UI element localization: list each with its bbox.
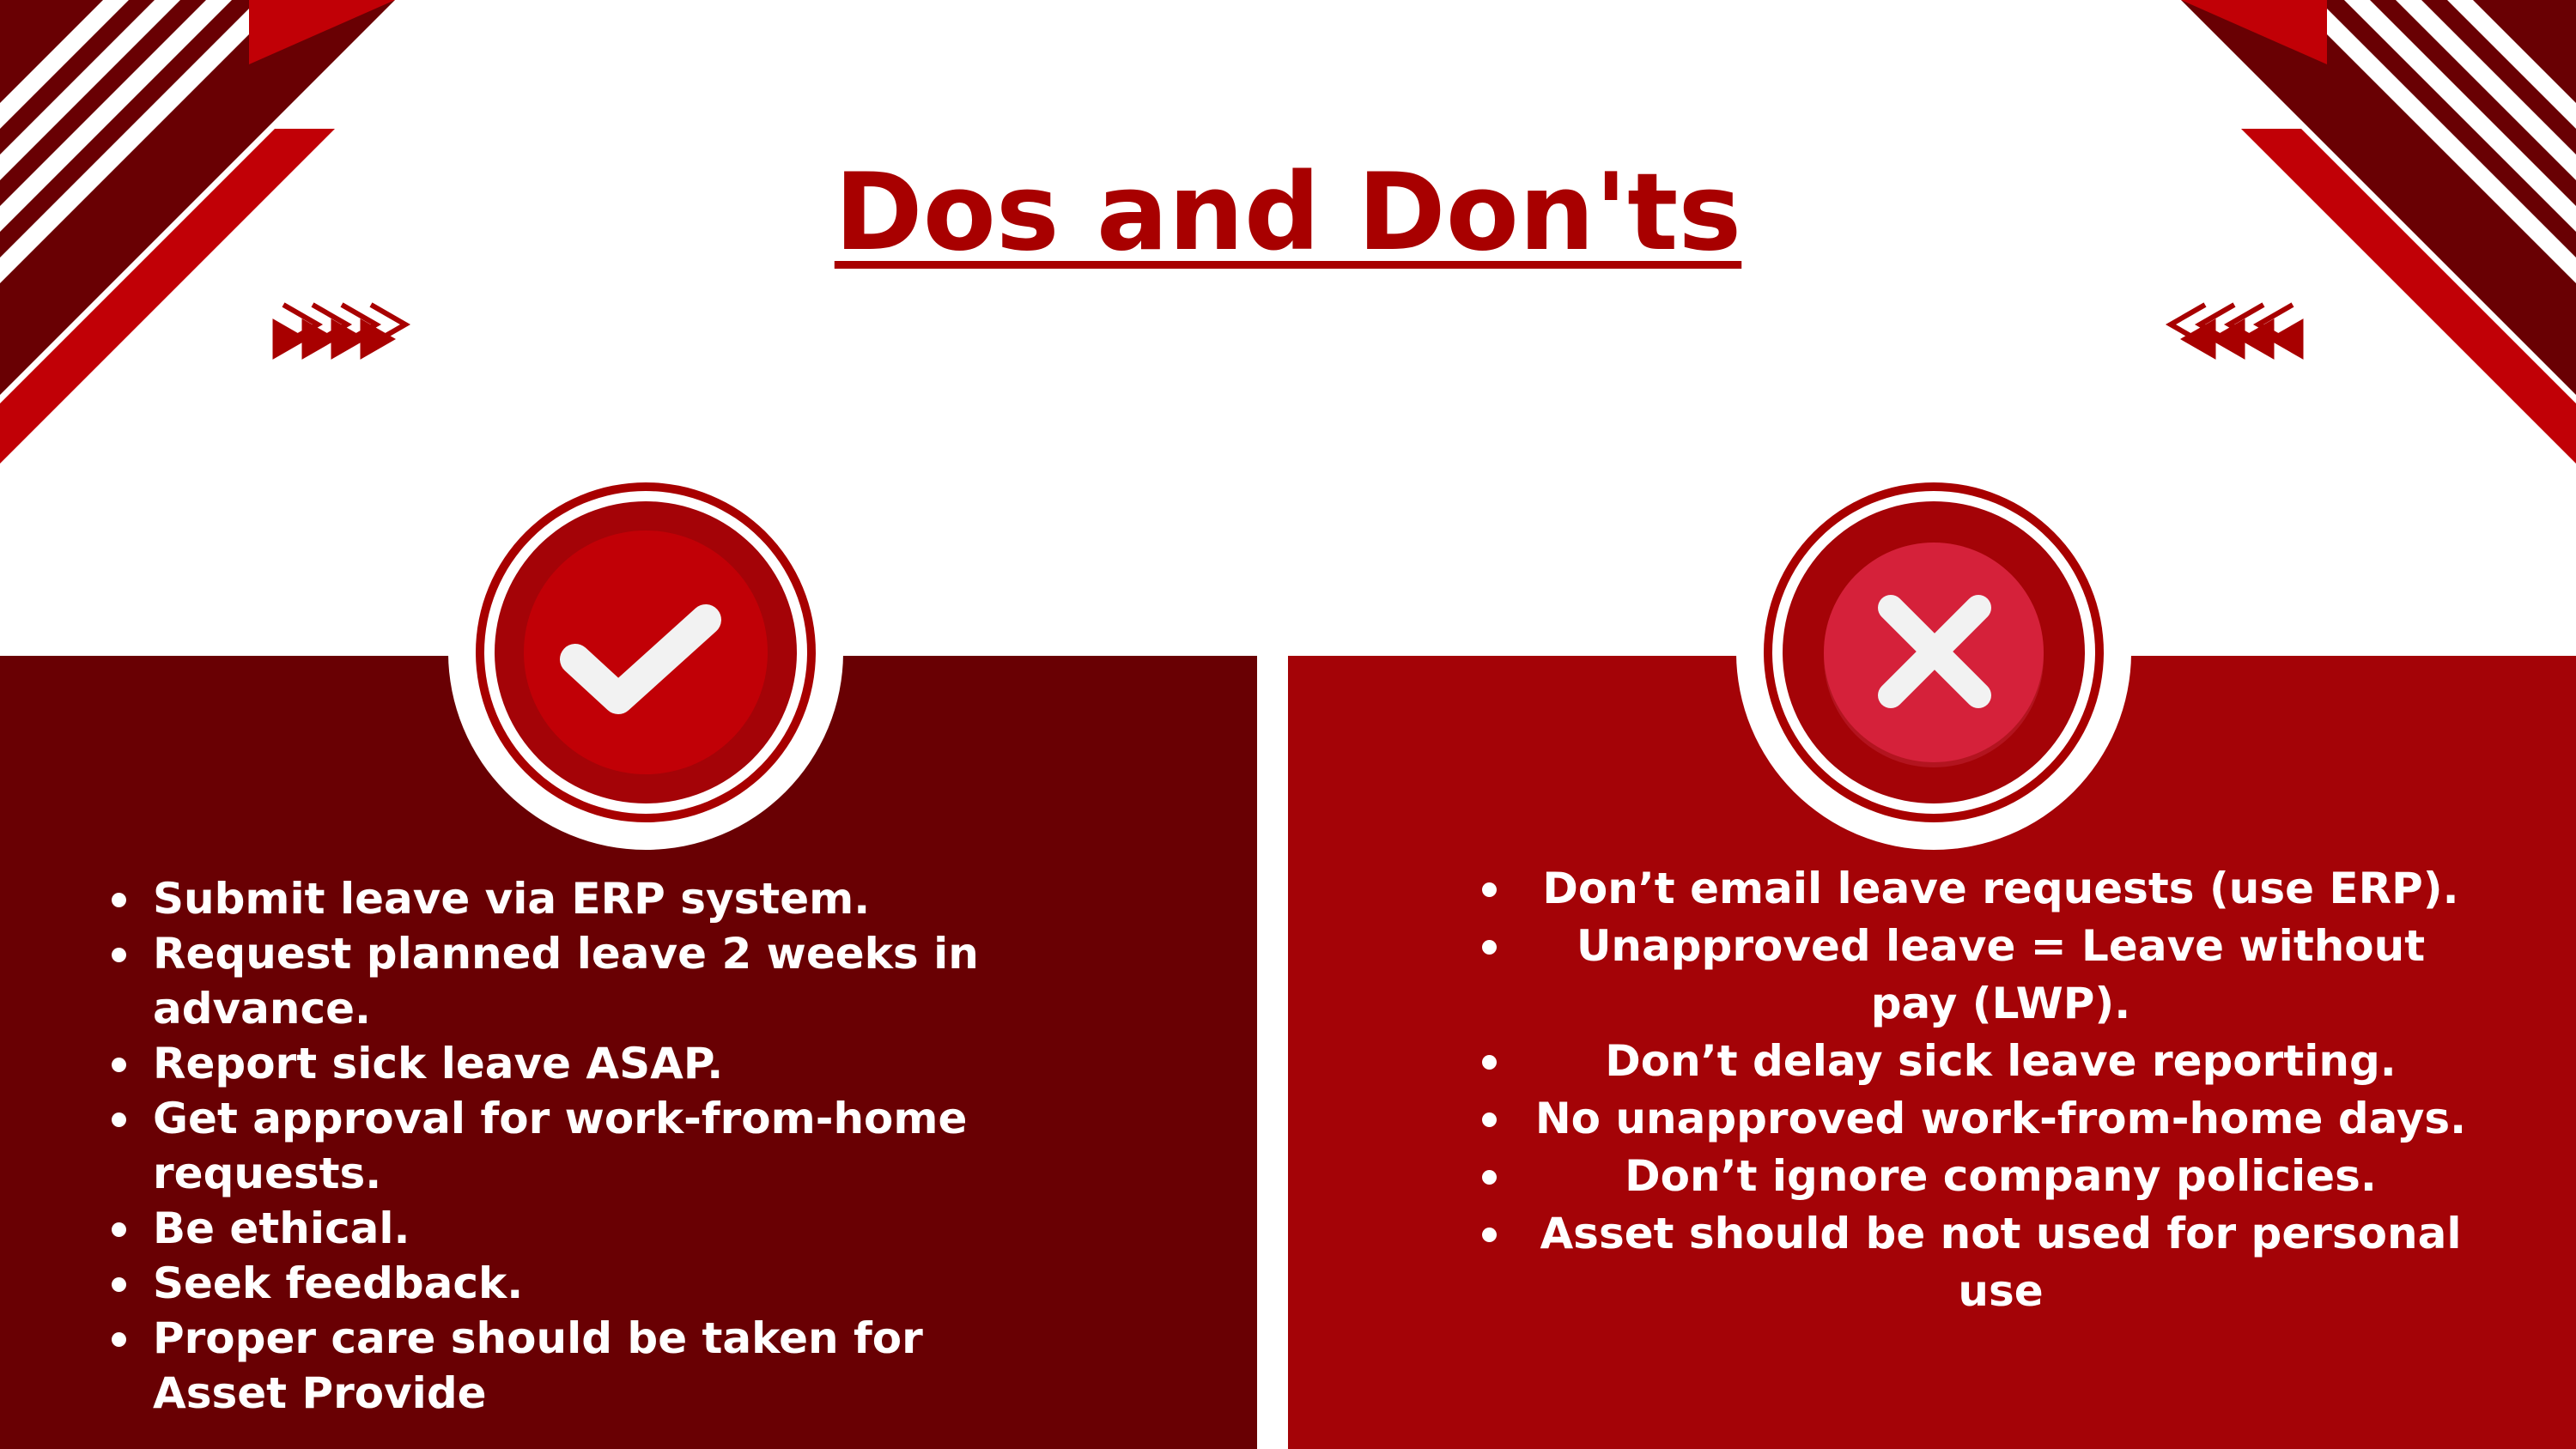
dos-list: Submit leave via ERP system. Request pla…	[112, 871, 1056, 1421]
donts-badge	[1736, 455, 2131, 850]
list-item: No unapproved work-from-home days.	[1477, 1090, 2473, 1148]
list-item: Request planned leave 2 weeks in advance…	[112, 926, 1056, 1036]
list-item: Don’t email leave requests (use ERP).	[1477, 860, 2473, 918]
cross-icon	[1736, 455, 2131, 850]
page-title: Dos and Don'ts	[834, 151, 1742, 275]
list-item: Get approval for work-from-home requests…	[112, 1091, 1056, 1201]
list-item: Report sick leave ASAP.	[112, 1036, 1056, 1091]
donts-list: Don’t email leave requests (use ERP). Un…	[1477, 860, 2473, 1320]
dos-badge	[448, 455, 843, 850]
list-item: Don’t ignore company policies.	[1477, 1148, 2473, 1205]
chevron-right-arrows-icon	[272, 302, 411, 360]
list-item: Submit leave via ERP system.	[112, 871, 1056, 926]
list-item: Asset should be not used for personal us…	[1477, 1205, 2473, 1320]
list-item: Seek feedback.	[112, 1256, 1056, 1311]
chevron-left-arrows-icon	[2165, 302, 2304, 360]
list-item: Proper care should be taken for Asset Pr…	[112, 1311, 1056, 1421]
checkmark-icon	[448, 455, 843, 850]
list-item: Be ethical.	[112, 1201, 1056, 1256]
top-left-stripes	[0, 0, 395, 464]
list-item: Don’t delay sick leave reporting.	[1477, 1033, 2473, 1090]
list-item: Unapproved leave = Leave without pay (LW…	[1477, 918, 2473, 1033]
top-right-stripes	[2181, 0, 2576, 464]
